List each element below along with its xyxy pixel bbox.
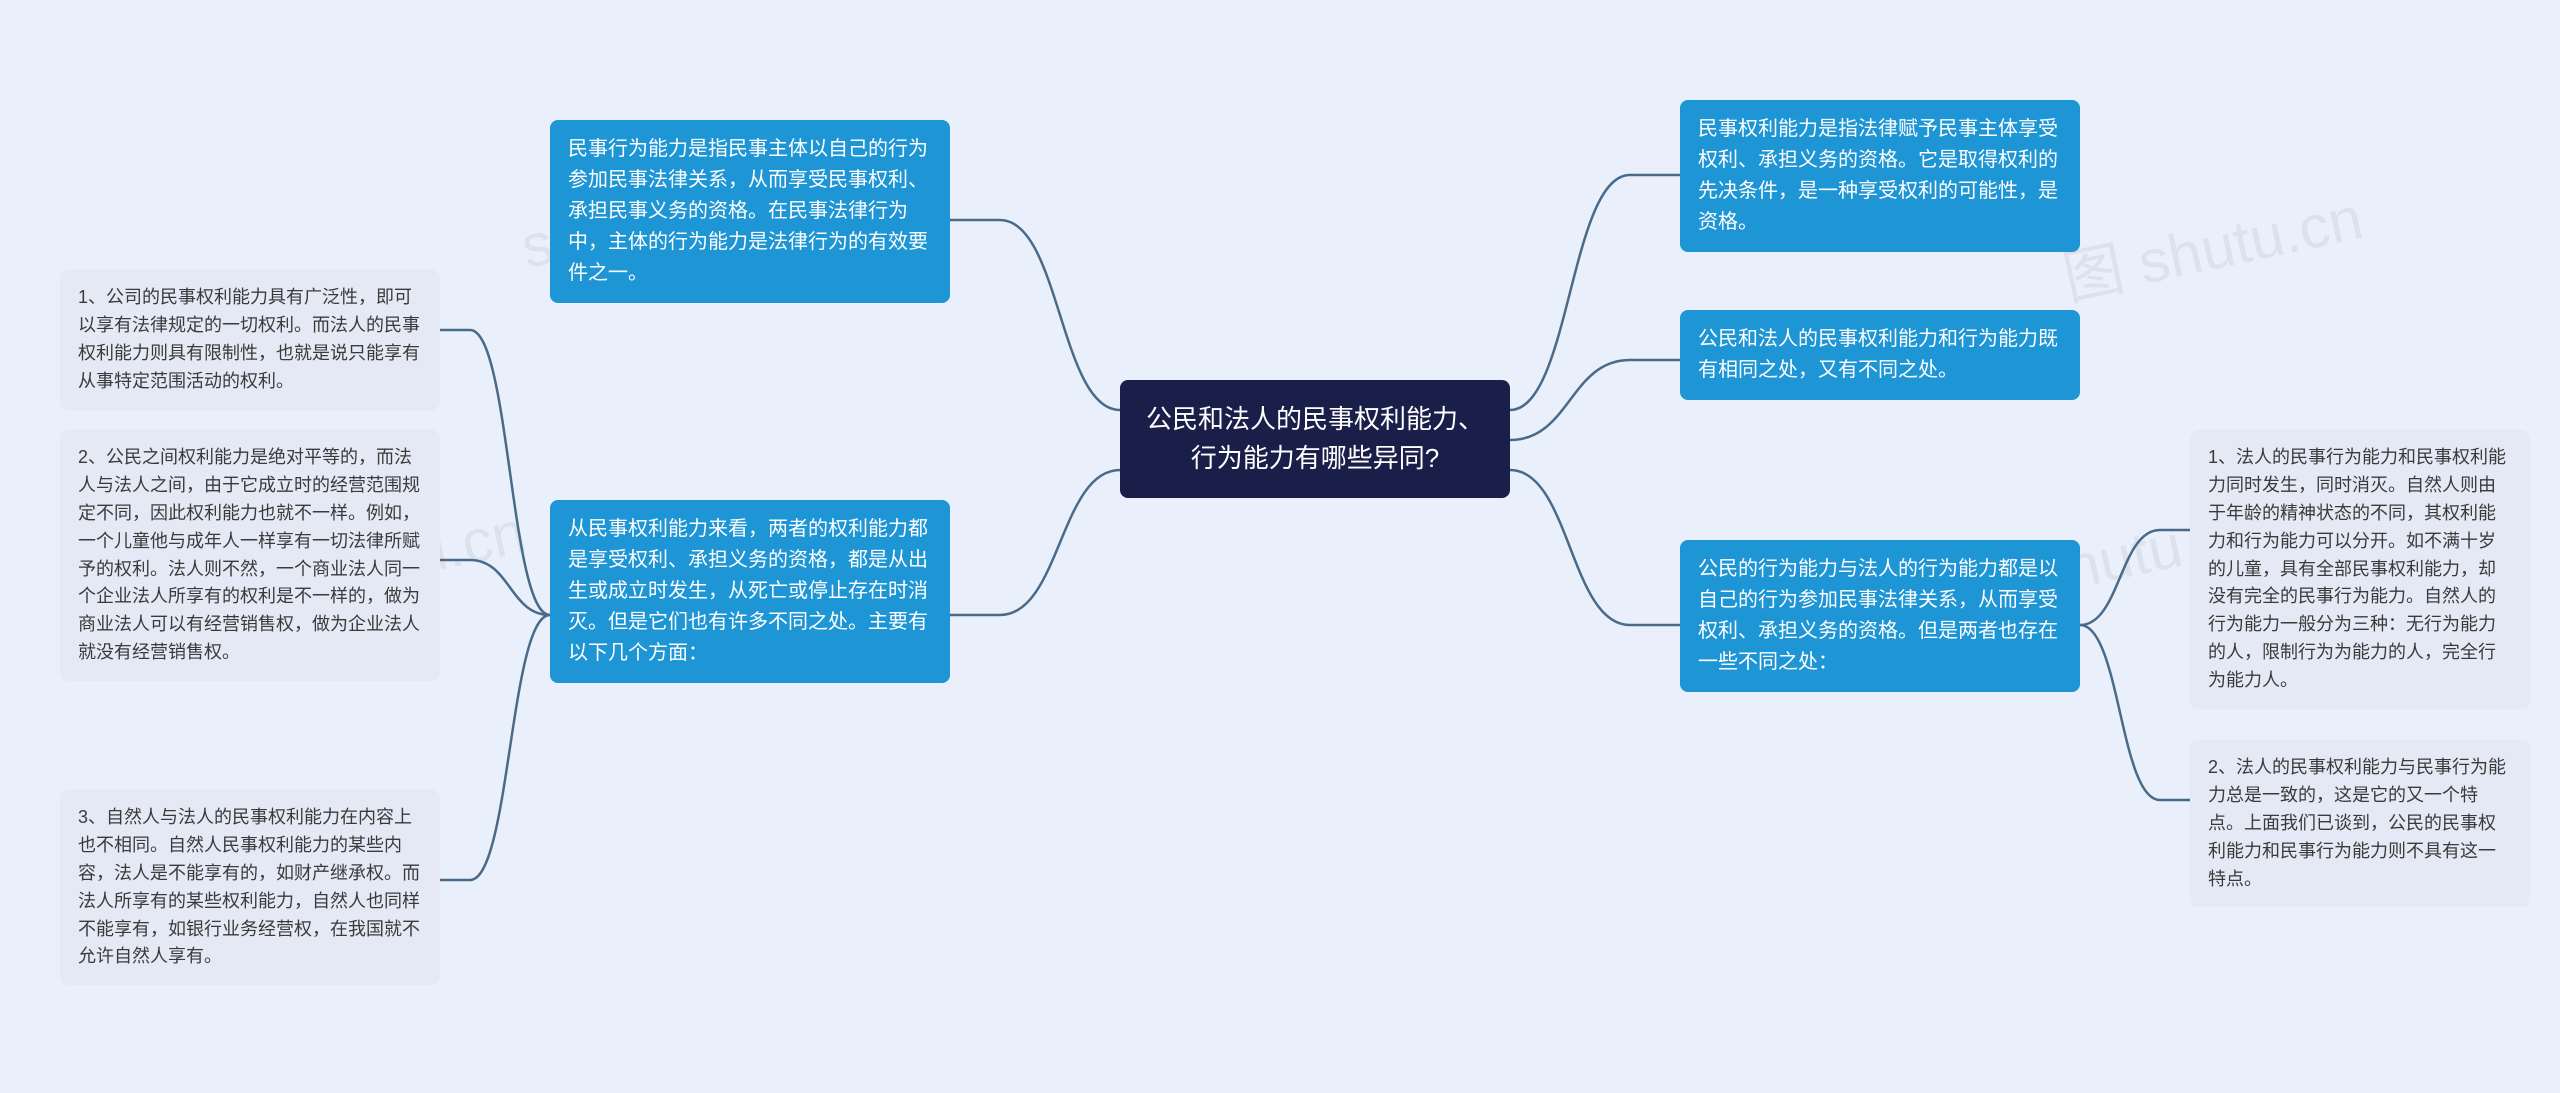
left-node-2-child-3: 3、自然人与法人的民事权利能力在内容上也不相同。自然人民事权利能力的某些内容，法… <box>60 790 440 985</box>
center-topic: 公民和法人的民事权利能力、行为能力有哪些异同? <box>1120 380 1510 498</box>
right-node-3: 公民的行为能力与法人的行为能力都是以自己的行为参加民事法律关系，从而享受权利、承… <box>1680 540 2080 692</box>
left-node-1: 民事行为能力是指民事主体以自己的行为参加民事法律关系，从而享受民事权利、承担民事… <box>550 120 950 303</box>
left-node-2-child-1: 1、公司的民事权利能力具有广泛性，即可以享有法律规定的一切权利。而法人的民事权利… <box>60 270 440 410</box>
right-node-3-child-1: 1、法人的民事行为能力和民事权利能力同时发生，同时消灭。自然人则由于年龄的精神状… <box>2190 430 2530 709</box>
right-node-1: 民事权利能力是指法律赋予民事主体享受权利、承担义务的资格。它是取得权利的先决条件… <box>1680 100 2080 252</box>
right-node-3-child-2: 2、法人的民事权利能力与民事行为能力总是一致的，这是它的又一个特点。上面我们已谈… <box>2190 740 2530 907</box>
left-node-2: 从民事权利能力来看，两者的权利能力都是享受权利、承担义务的资格，都是从出生或成立… <box>550 500 950 683</box>
watermark: 图 shutu.cn <box>2054 169 2369 317</box>
right-node-2: 公民和法人的民事权利能力和行为能力既有相同之处，又有不同之处。 <box>1680 310 2080 400</box>
left-node-2-child-2: 2、公民之间权利能力是绝对平等的，而法人与法人之间，由于它成立时的经营范围规定不… <box>60 430 440 681</box>
